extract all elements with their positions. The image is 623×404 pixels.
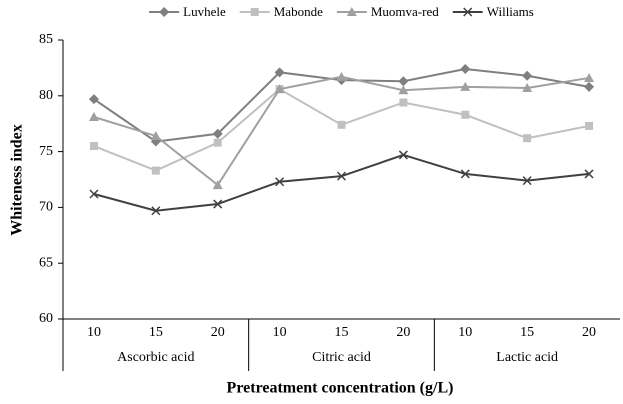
group-label: Lactic acid xyxy=(496,350,558,365)
data-point xyxy=(336,71,347,81)
data-point xyxy=(88,94,99,105)
legend-label: Luvhele xyxy=(183,4,226,19)
data-point xyxy=(460,64,471,75)
data-point xyxy=(336,171,347,181)
group-label: Ascorbic acid xyxy=(117,350,194,365)
data-point xyxy=(213,138,222,147)
x-tick-label: 10 xyxy=(273,325,287,340)
data-point xyxy=(584,72,595,82)
x-tick-label: 15 xyxy=(149,325,163,340)
data-point xyxy=(398,76,409,87)
data-point xyxy=(398,85,409,95)
data-point xyxy=(274,84,285,94)
group-label: Citric acid xyxy=(312,350,371,365)
data-point xyxy=(274,67,285,78)
data-point xyxy=(584,81,595,92)
data-point xyxy=(151,166,160,175)
x-tick-label: 10 xyxy=(458,325,472,340)
legend-label: Mabonde xyxy=(274,4,323,19)
data-point xyxy=(523,134,532,143)
series-line xyxy=(93,153,590,212)
y-axis-title: Whiteness index xyxy=(9,124,26,236)
y-tick-label: 80 xyxy=(39,88,53,103)
x-tick-label: 10 xyxy=(87,325,101,340)
legend-marker xyxy=(463,7,473,17)
data-point xyxy=(88,112,99,122)
data-point xyxy=(151,206,161,216)
y-tick-label: 65 xyxy=(39,255,53,270)
data-point xyxy=(585,121,594,130)
x-tick-label: 20 xyxy=(582,325,596,340)
series-line xyxy=(93,87,590,172)
x-tick-label: 20 xyxy=(396,325,410,340)
y-tick-label: 75 xyxy=(39,144,53,159)
legend-label: Muomva-red xyxy=(371,4,439,19)
x-tick-label: 20 xyxy=(211,325,225,340)
y-tick-label: 85 xyxy=(39,32,53,47)
legend-marker xyxy=(250,8,259,16)
data-point xyxy=(89,142,98,151)
y-tick-label: 60 xyxy=(39,311,53,326)
x-axis-title: Pretreatment concentration (g/L) xyxy=(227,380,454,397)
legend-marker xyxy=(159,7,170,17)
y-tick-label: 70 xyxy=(39,200,53,215)
legend-label: Williams xyxy=(487,4,534,19)
data-point xyxy=(584,169,594,179)
data-point xyxy=(213,199,223,209)
data-point xyxy=(275,177,285,187)
data-point xyxy=(337,120,346,129)
data-point xyxy=(461,110,470,119)
data-point xyxy=(212,180,223,190)
data-point xyxy=(89,189,99,199)
data-point xyxy=(522,70,533,81)
data-point xyxy=(522,176,532,186)
data-point xyxy=(460,81,471,91)
data-point xyxy=(150,130,161,140)
legend-marker xyxy=(346,7,357,16)
data-point xyxy=(522,82,533,92)
data-point xyxy=(212,128,223,139)
data-point xyxy=(399,98,408,107)
series-line xyxy=(93,75,590,187)
data-point xyxy=(398,150,408,160)
x-tick-label: 15 xyxy=(520,325,534,340)
x-tick-label: 15 xyxy=(335,325,349,340)
data-point xyxy=(460,169,470,179)
